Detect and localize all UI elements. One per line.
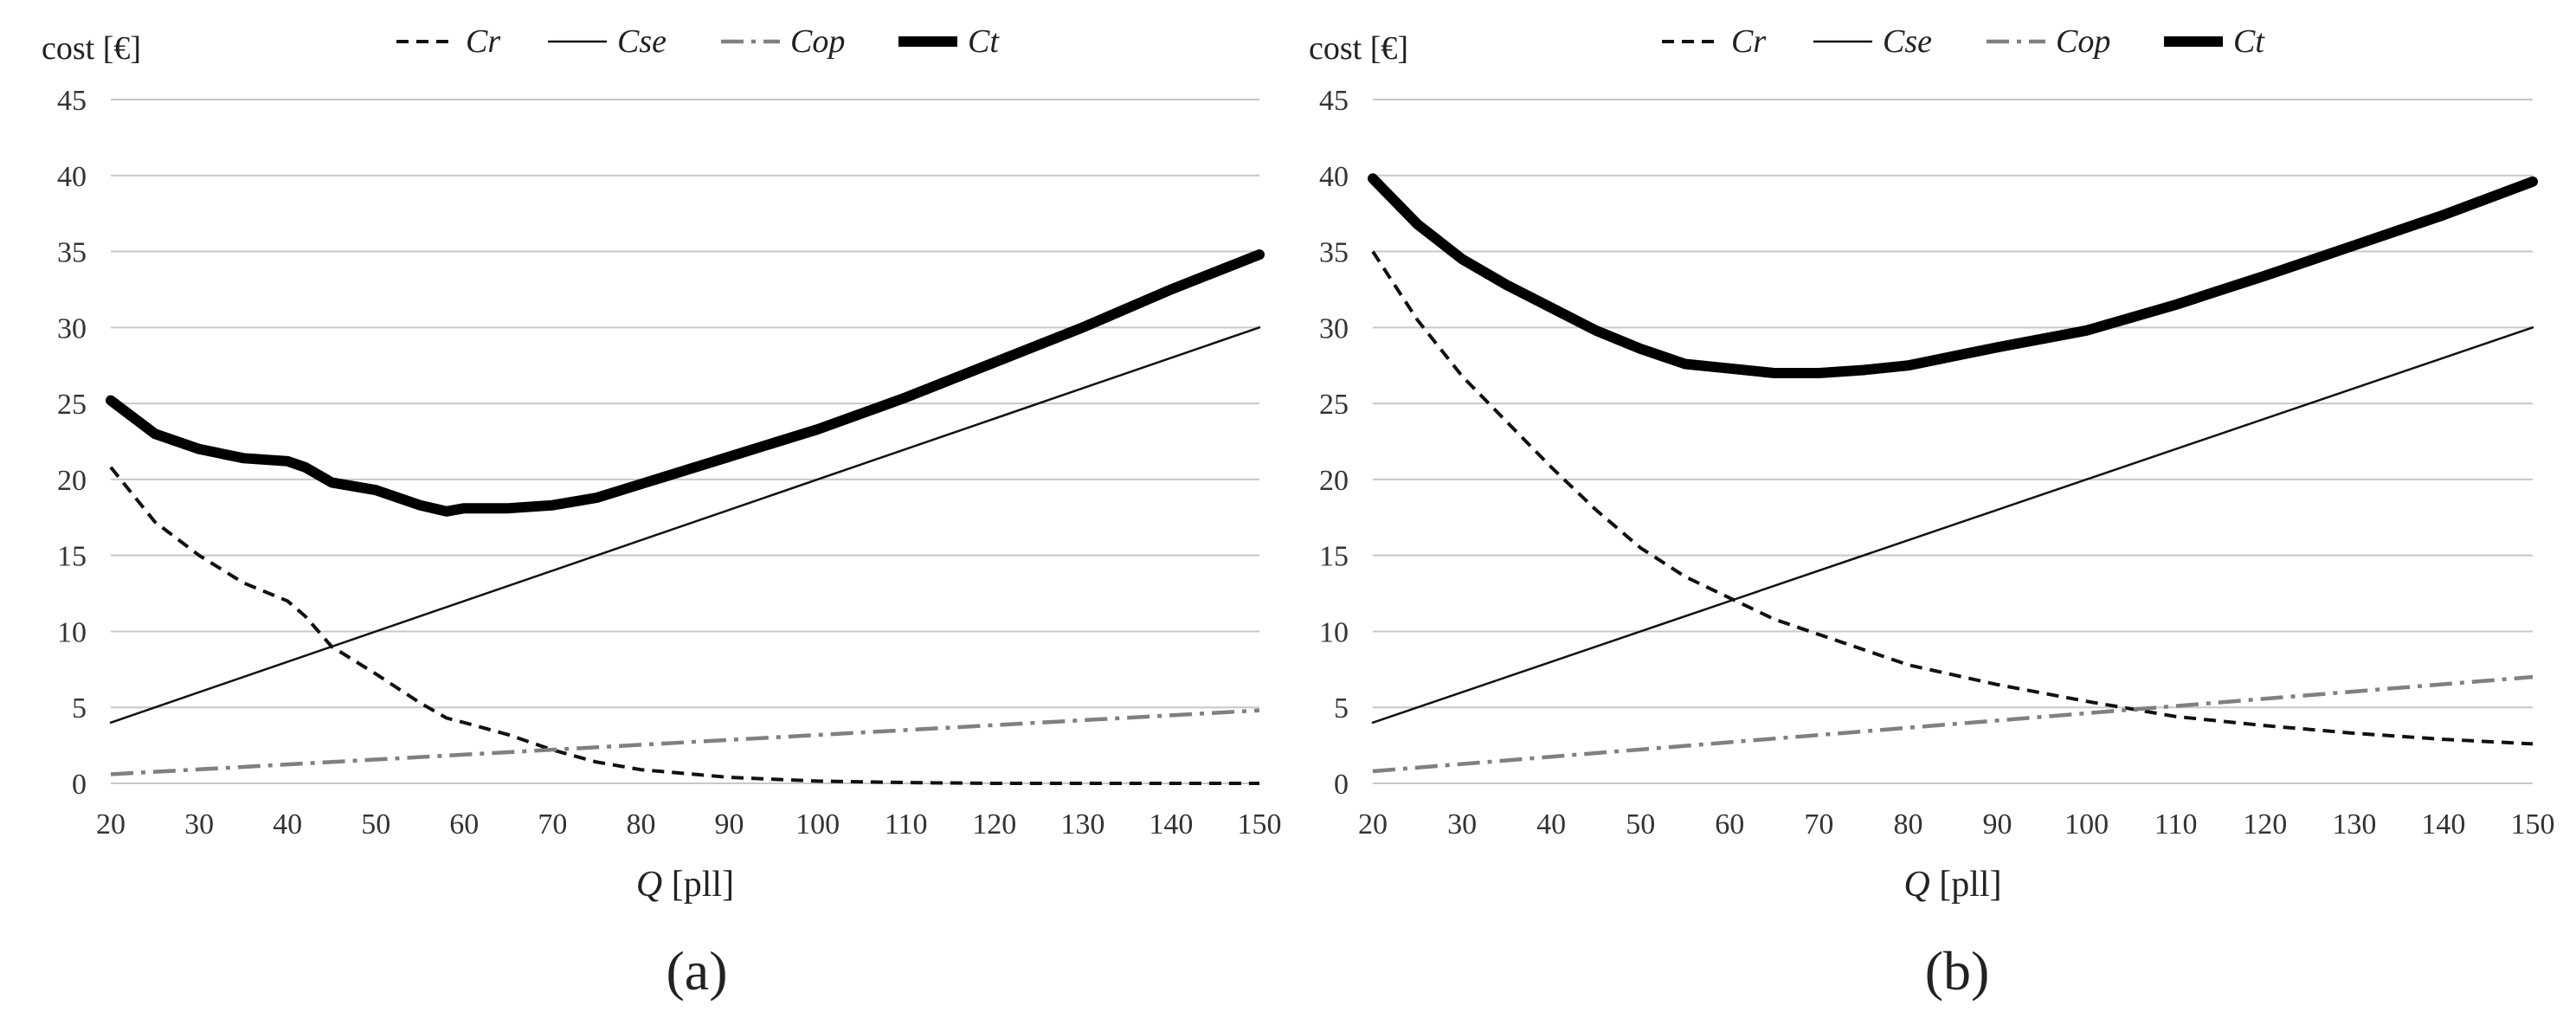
ytick-label-b-0: 0 — [1334, 769, 1349, 801]
chart-b-svg: 0 5 10 15 20 25 30 35 40 45 20 30 40 50 60 70 80 90 100 110… — [1309, 23, 2555, 905]
ytick-label-b-35: 35 — [1319, 237, 1349, 269]
xtick-label-a-50: 50 — [361, 808, 390, 840]
series-line-b-cop — [1372, 674, 2534, 774]
series-line-a-cse — [109, 326, 1261, 725]
xtick-label-a-140: 140 — [1149, 808, 1193, 840]
xtick-label-a-150: 150 — [1238, 808, 1282, 840]
xtick-label-a-130: 130 — [1060, 808, 1104, 840]
ytick-label-a-0: 0 — [72, 769, 87, 801]
xtick-label-b-130: 130 — [2332, 808, 2376, 840]
xtick-label-a-40: 40 — [273, 808, 302, 840]
xtick-label-b-140: 140 — [2421, 808, 2465, 840]
x-axis-unit-a: [pll] — [662, 865, 734, 905]
panel-label-b: (b) — [1924, 940, 1990, 1001]
xtick-label-a-70: 70 — [538, 808, 567, 840]
series-line-b-cr — [1371, 250, 2534, 746]
xtick-label-b-90: 90 — [1983, 808, 2012, 840]
xtick-label-a-30: 30 — [184, 808, 214, 840]
xtick-label-a-20: 20 — [96, 808, 126, 840]
ytick-label-b-20: 20 — [1319, 465, 1349, 497]
chart-panel-a: 0 5 10 15 20 25 30 35 40 45 20 30 40 50 60 70 80 90 100 110… — [42, 23, 1282, 1001]
x-axis-label-a: Q [pll] — [636, 865, 734, 905]
legend-label-a-ct: Ct — [968, 23, 1000, 60]
ytick-label-a-15: 15 — [57, 541, 87, 573]
xtick-label-b-80: 80 — [1893, 808, 1922, 840]
xtick-label-b-120: 120 — [2243, 808, 2287, 840]
xtick-label-b-40: 40 — [1536, 808, 1566, 840]
ytick-label-b-25: 25 — [1319, 389, 1349, 421]
series-line-a-cr — [109, 466, 1259, 785]
legend-label-b-cop: Cop — [2056, 23, 2110, 60]
y-axis-label-a: cost [€] — [42, 30, 141, 67]
ytick-label-a-30: 30 — [57, 312, 87, 345]
xtick-label-b-100: 100 — [2064, 808, 2109, 840]
ytick-label-b-15: 15 — [1319, 541, 1349, 573]
xtick-label-b-30: 30 — [1447, 808, 1477, 840]
ytick-label-a-40: 40 — [57, 161, 87, 193]
xtick-label-b-60: 60 — [1715, 808, 1744, 840]
series-line-b-ct — [1368, 173, 2538, 378]
series-line-a-ct — [106, 249, 1265, 517]
ytick-label-a-20: 20 — [57, 465, 87, 497]
xtick-label-b-50: 50 — [1626, 808, 1655, 840]
legend-label-b-ct: Ct — [2233, 23, 2265, 60]
ytick-label-a-35: 35 — [57, 237, 87, 269]
ytick-label-a-25: 25 — [57, 389, 87, 421]
ytick-label-b-10: 10 — [1319, 616, 1349, 648]
xtick-label-a-110: 110 — [885, 808, 928, 840]
x-axis-label-b: Q [pll] — [1903, 865, 2001, 905]
series-line-a-cop — [110, 708, 1260, 776]
x-axis-variable-b: Q — [1903, 865, 1929, 905]
ytick-label-b-5: 5 — [1334, 692, 1349, 725]
xtick-label-a-120: 120 — [972, 808, 1016, 840]
xtick-label-a-100: 100 — [795, 808, 840, 840]
legend-label-a-cse: Cse — [617, 23, 667, 60]
ytick-label-a-10: 10 — [57, 616, 87, 648]
series-line-b-cse — [1371, 326, 2534, 725]
ytick-label-b-45: 45 — [1319, 85, 1349, 117]
legend-label-b-cr: Cr — [1731, 23, 1766, 60]
chart-panel-b: 0 5 10 15 20 25 30 35 40 45 20 30 40 50 60 70 80 90 100 110… — [1288, 0, 2576, 1024]
ytick-label-a-45: 45 — [57, 85, 87, 117]
xtick-label-a-90: 90 — [715, 808, 744, 840]
x-axis-variable-a: Q — [636, 865, 662, 905]
ytick-label-b-30: 30 — [1319, 312, 1349, 345]
xtick-label-b-150: 150 — [2511, 808, 2555, 840]
chart-a-svg: 0 5 10 15 20 25 30 35 40 45 20 30 40 50 60 70 80 90 100 110… — [42, 23, 1282, 905]
ytick-label-a-5: 5 — [72, 692, 87, 725]
ytick-label-b-40: 40 — [1319, 161, 1349, 193]
legend-label-a-cr: Cr — [466, 23, 500, 60]
y-axis-label-b: cost [€] — [1309, 30, 1408, 67]
xtick-label-a-60: 60 — [449, 808, 479, 840]
panel-label-a: (a) — [666, 940, 728, 1001]
xtick-label-b-110: 110 — [2154, 808, 2198, 840]
xtick-label-a-80: 80 — [626, 808, 655, 840]
x-axis-unit-b: [pll] — [1930, 865, 2002, 905]
legend-label-b-cse: Cse — [1883, 23, 1932, 60]
xtick-label-b-70: 70 — [1804, 808, 1833, 840]
xtick-label-b-20: 20 — [1358, 808, 1388, 840]
legend-label-a-cop: Cop — [790, 23, 845, 60]
